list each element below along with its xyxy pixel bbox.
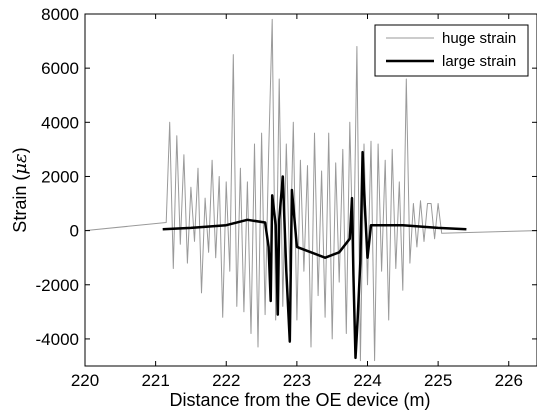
y-tick-label: -2000	[36, 276, 79, 295]
legend-label-huge-strain: huge strain	[442, 30, 516, 47]
series-line-large-strain	[162, 150, 467, 360]
y-tick-label: 6000	[41, 59, 79, 78]
y-axis-label-unit: με	[10, 153, 31, 174]
legend-label-large-strain: large strain	[442, 53, 516, 70]
x-tick-label: 220	[71, 371, 99, 390]
x-tick-label: 226	[495, 371, 523, 390]
series-layer	[84, 18, 537, 362]
legend: huge strain large strain	[374, 24, 529, 77]
y-tick-label: 4000	[41, 113, 79, 132]
y-axis-label-text: Strain (	[10, 175, 30, 233]
y-tick-label: 2000	[41, 167, 79, 186]
tick-layer: 220 221 222 223 224 225 226 -4000 -2000 0 2000 4000…	[36, 5, 537, 390]
legend-box	[374, 24, 529, 77]
y-tick-label: 8000	[41, 5, 79, 24]
series-line-huge-strain	[84, 18, 537, 362]
y-tick-label: -4000	[36, 330, 79, 349]
y-tick-label: 0	[70, 222, 79, 241]
x-tick-label: 222	[212, 371, 240, 390]
x-axis-label: Distance from the OE device (m)	[169, 390, 430, 410]
plot-frame	[84, 13, 537, 367]
x-tick-label: 224	[353, 371, 381, 390]
y-axis-label-close: )	[10, 147, 30, 153]
x-tick-label: 225	[424, 371, 452, 390]
x-tick-label: 223	[283, 371, 311, 390]
x-tick-label: 221	[141, 371, 169, 390]
y-axis-label: Strain (με)	[10, 147, 31, 232]
